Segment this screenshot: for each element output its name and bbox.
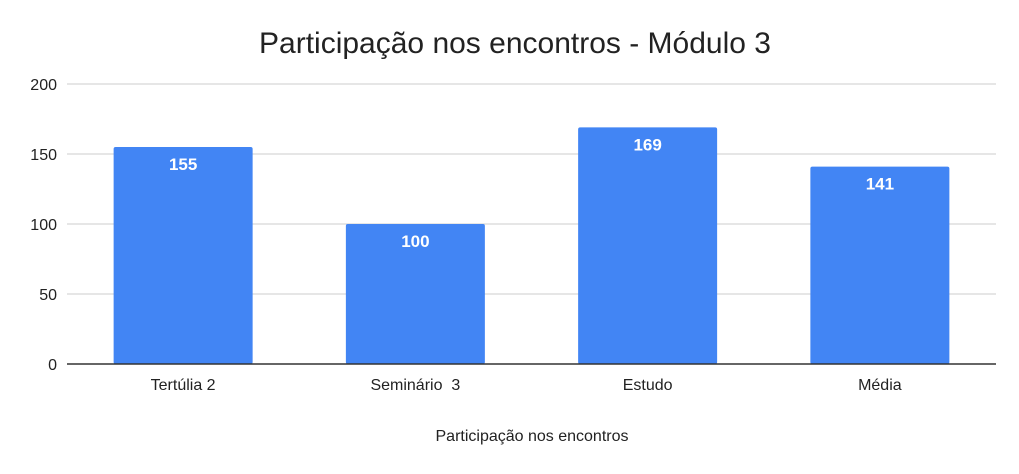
x-tick-label: Estudo	[623, 377, 673, 394]
y-tick-label: 50	[39, 287, 57, 304]
bar	[578, 127, 718, 365]
data-label: 141	[866, 175, 894, 194]
data-label: 169	[633, 135, 661, 154]
x-axis-title: Participação nos encontros	[436, 428, 629, 445]
bar	[810, 166, 950, 364]
x-axis-ticks: Tertúlia 2 Seminário 3 Estudo Média	[151, 377, 902, 394]
bars	[113, 127, 950, 365]
bar	[345, 224, 485, 364]
data-label: 155	[169, 155, 197, 174]
x-tick-label: Média	[858, 377, 902, 394]
x-tick-label: Tertúlia 2	[151, 377, 216, 394]
data-label: 100	[401, 232, 429, 251]
y-tick-label: 0	[48, 357, 57, 374]
y-tick-label: 200	[30, 77, 57, 94]
chart-title: Participação nos encontros - Módulo 3	[259, 27, 771, 60]
x-tick-label: Seminário 3	[370, 377, 460, 394]
y-tick-label: 100	[30, 217, 57, 234]
y-tick-label: 150	[30, 147, 57, 164]
data-labels: 155 100 169 141	[169, 135, 894, 251]
bar	[113, 147, 253, 364]
y-axis-ticks: 0 50 100 150 200	[30, 77, 57, 374]
